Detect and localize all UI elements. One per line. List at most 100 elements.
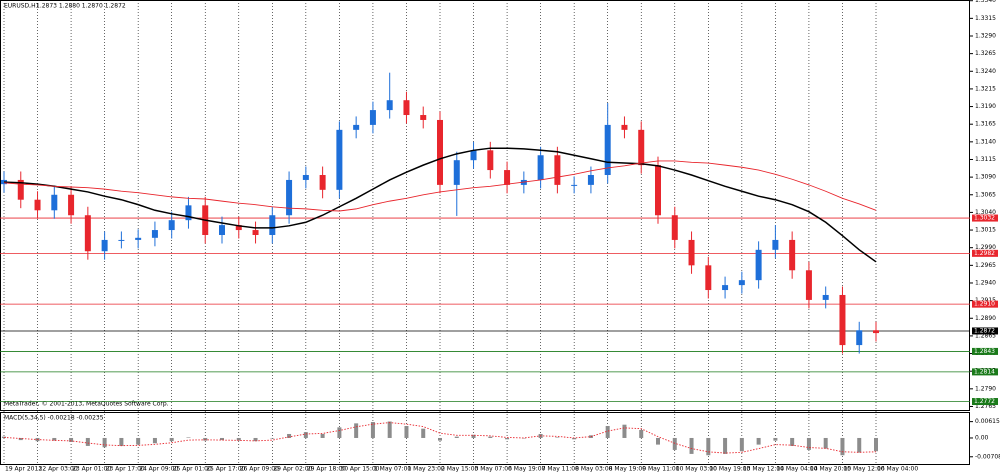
candle-body	[336, 129, 343, 190]
candle-body	[839, 294, 846, 346]
level-tag	[972, 214, 998, 222]
candle-body	[319, 175, 326, 190]
candle-body	[822, 294, 829, 300]
macd-bar	[203, 437, 208, 441]
y-tick-label: 1.3065	[975, 191, 996, 198]
macd-bar	[186, 437, 191, 438]
x-tick-label: 3 May 07:00	[475, 466, 513, 473]
candle-body	[604, 124, 611, 176]
candle-body	[705, 265, 712, 291]
candle-body	[101, 239, 108, 252]
candle-body	[621, 124, 628, 130]
candle-body	[420, 115, 427, 120]
y-tick-label: 1.3315	[975, 15, 996, 22]
macd-bar	[639, 430, 644, 438]
candle-body	[51, 194, 58, 211]
candle-body	[252, 230, 259, 235]
macd-bar	[672, 437, 677, 450]
macd-bar	[69, 437, 74, 442]
candle-body	[554, 155, 561, 185]
macd-bar	[287, 433, 292, 438]
candle-body	[68, 194, 75, 216]
candle-body	[369, 110, 376, 125]
candle-body	[755, 249, 762, 281]
level-tag-label: 1.2772	[974, 398, 995, 405]
x-tick-label: 16 May 04:00	[877, 466, 918, 473]
candle-body	[269, 215, 276, 235]
macd-title: MACD(5,34,5) -0.00218 -0.00235	[4, 415, 104, 422]
candle-body	[34, 199, 41, 211]
x-tick-label: 14 May 04:00	[776, 466, 817, 473]
x-tick-label: 8 May 03:00	[575, 466, 613, 473]
macd-bar	[488, 436, 493, 438]
candle-body	[487, 150, 494, 171]
candle-body	[235, 225, 242, 231]
candle-body	[587, 175, 594, 185]
y-tick-label: 1.3340	[975, 0, 996, 4]
y-tick-label: 1.3140	[975, 138, 996, 145]
candle-body	[118, 239, 125, 241]
macd-bar	[572, 437, 577, 440]
macd-bar	[605, 426, 610, 438]
macd-bar	[622, 424, 627, 438]
macd-bar	[253, 437, 258, 442]
level-tag-label: 1.2814	[974, 368, 995, 375]
macd-bar	[370, 422, 375, 438]
y-tick-label: 0.00	[975, 434, 989, 441]
chart-title: EURUSD,H1	[4, 3, 40, 10]
macd-bar	[337, 427, 342, 438]
candle-body	[302, 175, 309, 180]
candle-body	[805, 270, 812, 300]
macd-bar	[303, 432, 308, 438]
y-tick-label: 1.2765	[975, 403, 996, 410]
macd-bar	[555, 437, 560, 438]
moving-average	[3, 160, 877, 212]
x-tick-label: 19 Apr 2013	[5, 466, 42, 473]
x-tick-label: 29 Apr 02:00	[273, 466, 312, 473]
macd-bar	[236, 437, 241, 441]
macd-bar	[52, 437, 57, 441]
level-tag-label: 1.2910	[974, 301, 995, 308]
macd-bar	[85, 437, 90, 446]
level-tag-label: 1.2843	[974, 348, 995, 355]
candle-body	[722, 285, 729, 291]
candle-body	[537, 155, 544, 180]
candle-body	[856, 330, 863, 346]
macd-bar	[689, 437, 694, 454]
candle-body	[772, 239, 779, 250]
y-tick-label: 1.3290	[975, 32, 996, 39]
x-tick-label: 15 May 12:00	[843, 466, 884, 473]
x-tick-label: 23 Apr 01:00	[72, 466, 111, 473]
macd-bar	[806, 437, 811, 450]
macd-bar	[823, 437, 828, 449]
x-tick-label: 10 May 03:00	[676, 466, 717, 473]
candle-body	[135, 237, 142, 240]
candle-body	[873, 330, 879, 334]
x-tick-label: 25 Apr 17:00	[206, 466, 245, 473]
macd-bar	[354, 423, 359, 438]
macd-bar	[438, 437, 442, 441]
macd-bar	[18, 437, 23, 441]
macd-bar	[840, 437, 845, 456]
chart-quote: 1.2873 1.2880 1.2870 1.2872	[36, 3, 126, 10]
macd-bar	[739, 437, 744, 452]
candle-body	[504, 170, 511, 185]
x-tick-label: 2 May 15:00	[441, 466, 479, 473]
candle-body	[655, 165, 661, 216]
macd-bar	[756, 437, 761, 445]
macd-bar	[521, 437, 526, 439]
moving-average	[3, 147, 877, 263]
level-tag	[972, 368, 998, 376]
candle-body	[185, 205, 192, 221]
macd-bar	[270, 437, 275, 439]
y-tick-label: 1.2940	[975, 279, 996, 286]
level-tag-label: 1.3032	[974, 215, 995, 222]
y-tick-label: 1.2915	[975, 297, 996, 304]
candle-body	[151, 230, 158, 238]
macd-bar	[656, 437, 660, 445]
x-tick-label: 14 May 20:00	[810, 466, 851, 473]
level-tag-label: 1.2982	[974, 250, 995, 257]
macd-bar	[421, 428, 426, 438]
price-frame	[0, 0, 970, 411]
